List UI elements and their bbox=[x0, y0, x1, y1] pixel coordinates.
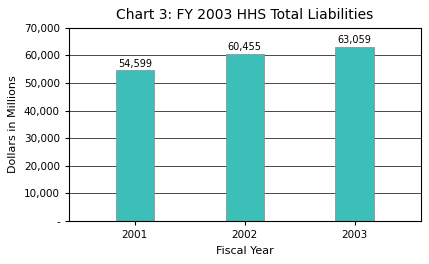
Title: Chart 3: FY 2003 HHS Total Liabilities: Chart 3: FY 2003 HHS Total Liabilities bbox=[116, 8, 373, 22]
Text: 63,059: 63,059 bbox=[338, 35, 372, 45]
Bar bbox=[116, 70, 154, 221]
X-axis label: Fiscal Year: Fiscal Year bbox=[216, 246, 274, 256]
Bar bbox=[335, 47, 374, 221]
Y-axis label: Dollars in Millions: Dollars in Millions bbox=[8, 76, 18, 173]
Bar bbox=[226, 54, 264, 221]
Text: 54,599: 54,599 bbox=[118, 59, 152, 69]
Text: 60,455: 60,455 bbox=[228, 43, 262, 52]
